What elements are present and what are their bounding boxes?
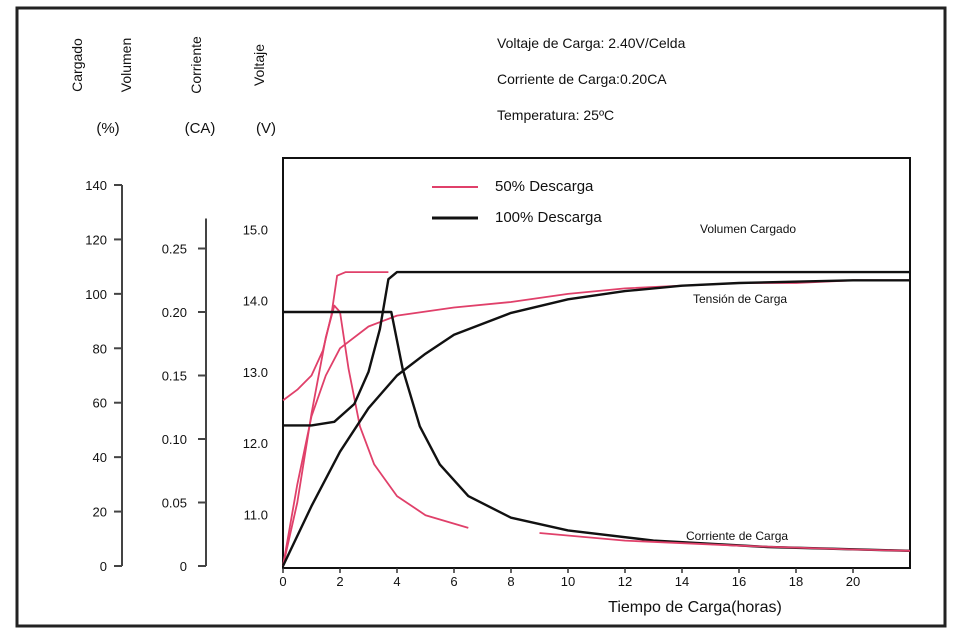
x-tick-label: 20 [846,574,860,589]
y-tick-label: 0.10 [162,432,187,447]
x-tick-label: 16 [732,574,746,589]
y-tick-label: 40 [93,450,107,465]
y-tick-label: 0.15 [162,369,187,384]
y-axis-title: Volumen [118,38,134,92]
x-tick-label: 8 [507,574,514,589]
y-tick-label: 15.0 [243,222,268,237]
chart-frame [15,6,947,628]
y-axis-title: Voltaje [251,44,267,86]
condition-label: Temperatura: 25ºC [497,107,614,123]
series-line [283,270,910,427]
y-axis-unit: (%) [96,120,119,137]
y-axis-unit: (V) [256,120,276,137]
y-tick-label: 11.0 [244,508,268,523]
y-tick-label: 0 [100,559,107,574]
x-axis-title: Tiempo de Carga(horas) [608,599,782,616]
legend-label: 100% Descarga [495,209,602,226]
series-line [281,279,910,567]
x-tick-label: 6 [450,574,457,589]
x-tick-label: 0 [279,574,286,589]
y-tick-label: 0.05 [162,496,187,511]
x-tick-label: 10 [561,574,575,589]
y-axis-unit: (CA) [185,120,216,137]
y-tick-label: 12.0 [243,436,268,451]
curve-annotation: Tensión de Carga [693,292,787,306]
series-line [283,310,911,552]
y-axis-title: Corriente [188,36,204,94]
y-tick-label: 0 [180,559,187,574]
y-tick-label: 13.0 [243,365,268,380]
y-axis-title: Cargado [69,38,85,92]
y-tick-label: 14.0 [243,294,268,309]
x-tick-label: 14 [675,574,689,589]
y-tick-label: 0.25 [162,242,187,257]
x-tick-label: 4 [393,574,400,589]
series-line [539,532,911,552]
plot-area-border [282,157,911,569]
x-tick-label: 12 [618,574,632,589]
condition-label: Corriente de Carga:0.20CA [497,71,667,87]
text-layer: 02040608010012014000.050.100.150.200.251… [69,35,860,616]
condition-label: Voltaje de Carga: 2.40V/Celda [497,35,686,51]
y-tick-label: 20 [93,505,107,520]
x-tick-label: 2 [336,574,343,589]
legend-label: 50% Descarga [495,178,594,195]
y-tick-label: 80 [93,341,107,356]
series-layer [281,270,911,567]
curve-annotation: Volumen Cargado [700,222,796,236]
curve-annotation: Corriente de Carga [686,529,788,543]
x-tick-label: 18 [789,574,803,589]
y-tick-label: 100 [85,287,107,302]
axes-layer [114,184,854,573]
y-tick-label: 0.20 [162,305,187,320]
y-tick-label: 120 [85,232,107,247]
y-tick-label: 60 [93,396,107,411]
y-tick-label: 140 [85,178,107,193]
